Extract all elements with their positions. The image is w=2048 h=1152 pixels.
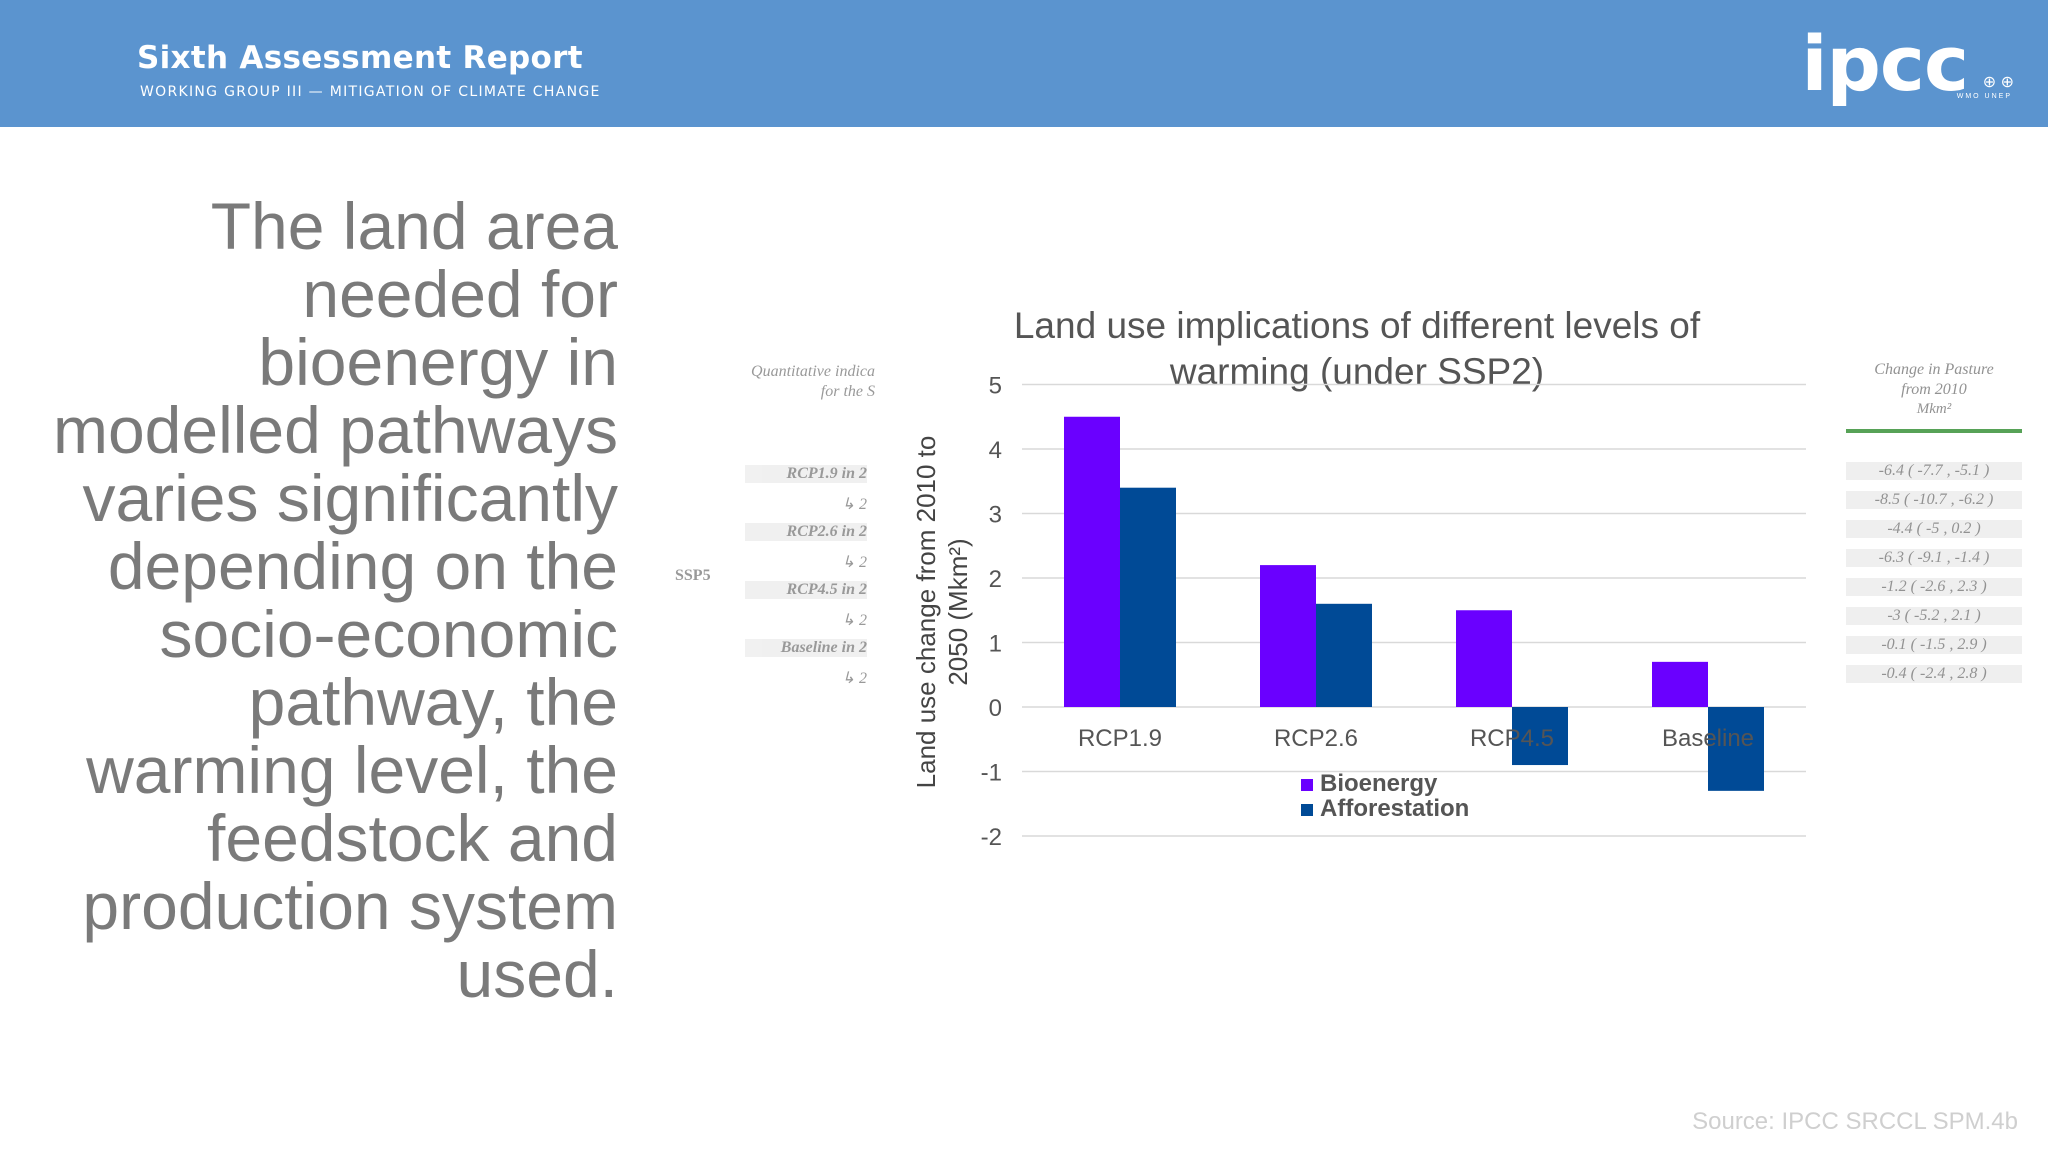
right-table-heading: Change in Pasture	[1874, 361, 1994, 378]
left-table-row: ↳ 2	[841, 670, 867, 687]
y-axis-label-line1: Land use change from 2010 to	[911, 436, 941, 789]
source-note: Source: IPCC SRCCL SPM.4b	[1692, 1108, 2018, 1135]
chart-title-line2: warming (under SSP2)	[1169, 351, 1544, 392]
bar-afforestation-rcp2.6	[1316, 603, 1372, 707]
bar-bioenergy-rcp1.9	[1064, 416, 1120, 707]
bar-afforestation-baseline	[1708, 707, 1764, 791]
y-tick-label: 0	[989, 695, 1002, 722]
y-tick-label: 1	[989, 631, 1002, 658]
wmo-unep-emblem-icon: ⊕ ⊕	[1982, 74, 2014, 91]
bar-bioenergy-rcp4.5	[1456, 610, 1512, 707]
right-table-row: -8.5 ( -10.7 , -6.2 )	[1846, 491, 2022, 509]
legend-label-bioenergy: Bioenergy	[1320, 770, 1438, 797]
y-tick-label: 3	[989, 502, 1002, 529]
legend-label-afforestation: Afforestation	[1320, 795, 1469, 822]
right-table-rule	[1846, 429, 2022, 433]
y-axis-label: Land use change from 2010 to 2050 (Mkm²)	[911, 436, 973, 789]
y-tick-label: 5	[989, 373, 1002, 400]
right-table-heading-2: from 2010	[1901, 381, 1967, 398]
right-table-row: -6.3 ( -9.1 , -1.4 )	[1846, 549, 2022, 567]
y-tick-labels: 5 4 3 2 1 0 -1 -2	[981, 373, 1002, 852]
bar-afforestation-rcp1.9	[1120, 487, 1176, 707]
category-label: RCP2.6	[1274, 725, 1358, 752]
bar-bioenergy-baseline	[1652, 661, 1708, 707]
y-axis-label-line2: 2050 (Mkm²)	[943, 538, 973, 685]
y-tick-label: -1	[981, 760, 1002, 787]
header-banner: Sixth Assessment Report WORKING GROUP II…	[0, 0, 2048, 127]
right-table-row: -4.4 ( -5 , 0.2 )	[1846, 520, 2022, 538]
bars	[1064, 416, 1764, 791]
left-table-heading: Quantitative indica	[751, 363, 875, 380]
ipcc-logo: ipcc	[1801, 19, 1969, 108]
category-label: RCP4.5	[1470, 725, 1554, 752]
right-table-heading-3: Mkm²	[1916, 401, 1952, 417]
logo-caption: WMO UNEP	[1956, 93, 2012, 100]
category-labels: RCP1.9 RCP2.6 RCP4.5 Baseline	[1078, 725, 1754, 752]
bar-afforestation-rcp4.5	[1512, 707, 1568, 766]
y-tick-label: 4	[989, 437, 1002, 464]
legend-swatch-afforestation	[1301, 804, 1313, 816]
left-table-row: ↳ 2	[841, 612, 867, 629]
left-table-heading-2: for the S	[820, 383, 875, 400]
left-table-row: ↳ 2	[841, 496, 867, 513]
chart-title-line1: Land use implications of different level…	[1014, 305, 1701, 346]
right-table-row: -3 ( -5.2 , 2.1 )	[1846, 607, 2022, 625]
y-tick-label: -2	[981, 824, 1002, 851]
bar-bioenergy-rcp2.6	[1260, 565, 1316, 707]
faded-right-table: Change in Pasture from 2010 Mkm² -6.4 ( …	[1846, 355, 2026, 695]
slide-headline: The land area needed for bioenergy in mo…	[53, 189, 618, 1011]
report-title: Sixth Assessment Report	[137, 40, 583, 76]
category-label: RCP1.9	[1078, 725, 1162, 752]
right-table-row: -0.1 ( -1.5 , 2.9 )	[1846, 636, 2022, 654]
left-table-row: Baseline in 2	[745, 639, 867, 657]
faded-left-table: Quantitative indica for the S SSP5 RCP1.…	[665, 355, 875, 695]
right-table-row: -0.4 ( -2.4 , 2.8 )	[1846, 665, 2022, 683]
left-table-row: RCP4.5 in 2	[745, 581, 867, 599]
left-table-row: ↳ 2	[841, 554, 867, 571]
report-subtitle: WORKING GROUP III — MITIGATION OF CLIMAT…	[140, 84, 601, 100]
left-table-row: RCP1.9 in 2	[745, 465, 867, 483]
category-label: Baseline	[1662, 725, 1754, 752]
right-table-row: -6.4 ( -7.7 , -5.1 )	[1846, 462, 2022, 480]
left-table-group-label: SSP5	[675, 567, 711, 584]
legend-swatch-bioenergy	[1301, 779, 1313, 791]
y-tick-label: 2	[989, 566, 1002, 593]
right-table-row: -1.2 ( -2.6 , 2.3 )	[1846, 578, 2022, 596]
left-table-row: RCP2.6 in 2	[745, 523, 867, 541]
